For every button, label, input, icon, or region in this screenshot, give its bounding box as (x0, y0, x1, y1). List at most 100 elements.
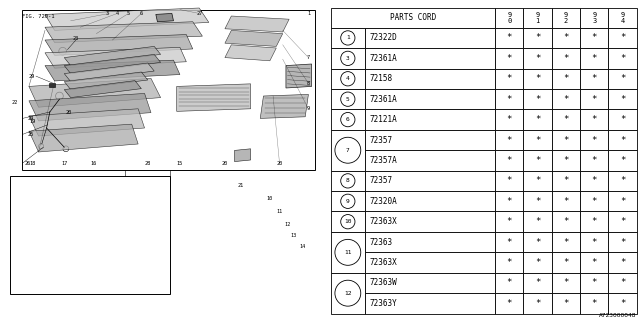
Text: *: * (563, 95, 569, 104)
Text: *: * (620, 74, 625, 83)
Bar (365, 171, 495, 191)
Text: *: * (620, 115, 625, 124)
Bar (524, 252, 552, 273)
Text: *: * (507, 156, 512, 165)
Bar (365, 89, 495, 109)
Bar (552, 130, 580, 150)
Bar (552, 109, 580, 130)
Bar (580, 191, 609, 212)
Text: *: * (563, 136, 569, 145)
Bar (580, 68, 609, 89)
Text: 72357: 72357 (370, 136, 393, 145)
Text: 72363X: 72363X (370, 258, 397, 267)
Polygon shape (29, 93, 151, 121)
Bar (10, 176, 170, 294)
Text: *: * (563, 33, 569, 43)
Text: 9
4: 9 4 (621, 12, 625, 24)
Text: *: * (507, 115, 512, 124)
Bar (331, 273, 365, 314)
Bar (524, 130, 552, 150)
Text: 24: 24 (28, 116, 34, 121)
Text: *: * (535, 299, 540, 308)
Bar (580, 150, 609, 171)
Text: *: * (535, 217, 540, 226)
Polygon shape (64, 72, 148, 90)
Text: *: * (535, 238, 540, 247)
Bar (552, 293, 580, 314)
Bar (495, 293, 524, 314)
Bar (495, 171, 524, 191)
Polygon shape (286, 64, 312, 88)
Text: *: * (535, 74, 540, 83)
Bar (609, 150, 637, 171)
Text: 72158: 72158 (370, 74, 393, 83)
Text: 20: 20 (276, 161, 283, 166)
Bar (495, 109, 524, 130)
Bar (609, 232, 637, 252)
Text: 10: 10 (344, 219, 351, 224)
Text: *: * (507, 197, 512, 206)
Bar (524, 232, 552, 252)
Text: *: * (591, 258, 597, 267)
Bar (524, 191, 552, 212)
Text: *: * (563, 54, 569, 63)
Text: *: * (591, 115, 597, 124)
Text: 19: 19 (29, 119, 35, 124)
Text: *: * (591, 156, 597, 165)
Text: 7: 7 (307, 55, 310, 60)
Text: *: * (535, 115, 540, 124)
Text: *: * (620, 176, 625, 185)
Text: *: * (507, 33, 512, 43)
Bar (495, 89, 524, 109)
Bar (365, 232, 495, 252)
Polygon shape (225, 30, 283, 46)
Text: *: * (535, 176, 540, 185)
Text: *: * (563, 258, 569, 267)
Bar (365, 130, 495, 150)
Text: *: * (507, 299, 512, 308)
Polygon shape (45, 8, 209, 30)
Text: *: * (535, 258, 540, 267)
Text: *: * (620, 197, 625, 206)
Text: 7: 7 (346, 148, 349, 153)
Bar (331, 130, 365, 171)
Text: *: * (591, 95, 597, 104)
Text: *: * (591, 74, 597, 83)
Bar (609, 28, 637, 48)
Text: 1: 1 (346, 36, 349, 40)
Bar (49, 83, 55, 87)
Bar (609, 212, 637, 232)
Text: PARTS CORD: PARTS CORD (390, 13, 436, 22)
Text: *: * (591, 33, 597, 43)
Polygon shape (177, 84, 251, 111)
Bar (365, 252, 495, 273)
Text: *: * (563, 74, 569, 83)
Text: *: * (535, 156, 540, 165)
Text: *: * (591, 197, 597, 206)
Bar (331, 68, 365, 89)
Text: 22: 22 (12, 100, 17, 105)
Bar (365, 273, 495, 293)
Bar (365, 293, 495, 314)
Bar (524, 293, 552, 314)
Text: 6: 6 (346, 117, 349, 122)
Text: *: * (507, 217, 512, 226)
Bar (609, 8, 637, 28)
Polygon shape (45, 35, 193, 55)
Text: 20: 20 (222, 161, 228, 166)
Text: 8: 8 (307, 81, 310, 86)
Text: FIG. 720-1: FIG. 720-1 (22, 14, 55, 19)
Bar (524, 109, 552, 130)
Text: 5: 5 (127, 11, 130, 16)
Polygon shape (225, 45, 276, 61)
Text: 72357A: 72357A (370, 156, 397, 165)
Bar (609, 252, 637, 273)
Bar (365, 109, 495, 130)
Bar (580, 109, 609, 130)
Bar (495, 232, 524, 252)
Text: *: * (591, 299, 597, 308)
Text: 8: 8 (346, 178, 349, 183)
Polygon shape (234, 149, 251, 162)
Bar (609, 293, 637, 314)
Text: 72357: 72357 (370, 176, 393, 185)
